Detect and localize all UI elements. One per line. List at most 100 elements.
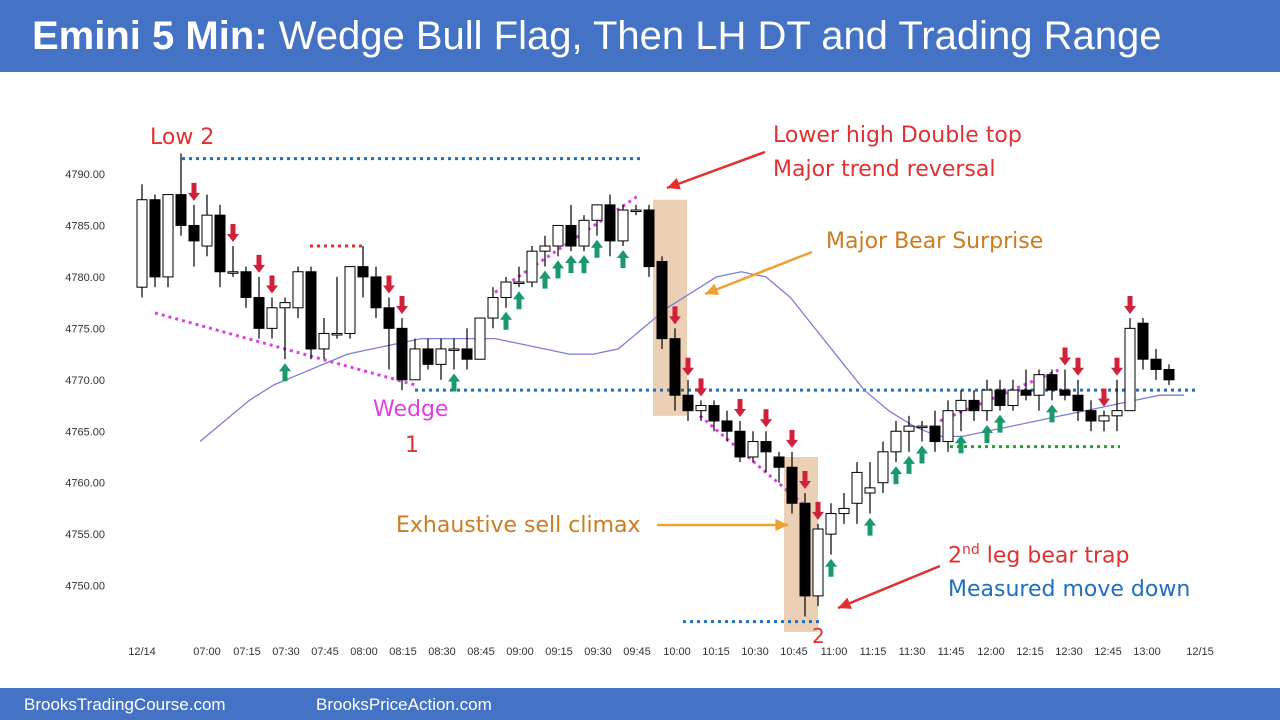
bull-arrow <box>513 291 525 310</box>
bear-candle <box>1072 394 1084 412</box>
bull-candle <box>1007 389 1019 407</box>
x-tick-label: 07:45 <box>311 646 339 658</box>
bull-arrow <box>890 466 902 485</box>
y-tick-label: 4780.00 <box>65 272 105 284</box>
bull-candle <box>526 250 538 283</box>
bear-candle <box>669 338 681 396</box>
bull-candle <box>331 332 343 336</box>
lower-high-pointer <box>666 150 766 190</box>
bull-candle <box>513 281 525 285</box>
x-tick-label: 08:30 <box>428 646 456 658</box>
bear-candle <box>682 394 694 412</box>
bear-candle <box>240 271 252 298</box>
bull-candle <box>578 219 590 247</box>
x-tick-label: 08:45 <box>467 646 495 658</box>
x-tick-label: 11:45 <box>938 646 965 658</box>
bull-candle <box>448 348 460 351</box>
y-tick-label: 4770.00 <box>65 375 105 387</box>
x-tick-label: 11:00 <box>821 646 848 658</box>
bear-arrow <box>266 275 278 294</box>
x-tick-label: 08:00 <box>350 646 378 658</box>
x-tick-label: 10:30 <box>741 646 769 658</box>
bear-arrow <box>695 378 707 397</box>
bull-candle <box>591 204 603 221</box>
bear-candle <box>422 348 434 365</box>
bear-candle <box>396 327 408 381</box>
bear-surprise-pointer-head <box>705 283 719 296</box>
x-tick-label: 08:15 <box>389 646 417 658</box>
bull-candle <box>903 425 915 432</box>
bull-candle <box>916 425 928 429</box>
bear-trap-pointer-head <box>838 597 852 609</box>
bear-candle <box>968 399 980 412</box>
bear-candle <box>461 348 473 360</box>
bull-arrow <box>825 558 837 577</box>
bear-candle <box>1150 358 1162 371</box>
bear-arrow <box>799 470 811 489</box>
bull-candle <box>487 296 499 319</box>
bear-candle <box>760 441 772 453</box>
sell-climax-pointer-head <box>775 518 788 532</box>
lower-high-pointer-head <box>667 177 681 190</box>
bull-arrow <box>1046 404 1058 423</box>
bull-candle <box>1033 374 1045 396</box>
x-tick-label: 11:15 <box>860 646 887 658</box>
bear-candle <box>721 420 733 432</box>
bear-arrow <box>786 429 798 448</box>
footer-left-link[interactable]: BrooksTradingCourse.com <box>24 695 226 714</box>
bull-candle <box>474 317 486 360</box>
y-tick-label: 4785.00 <box>65 220 105 232</box>
bull-arrow <box>565 255 577 274</box>
bull-arrow <box>552 260 564 279</box>
bear-arrow <box>682 357 694 376</box>
bull-arrow <box>539 270 551 289</box>
bull-candle <box>162 194 174 278</box>
x-tick-label: 12/15 <box>1186 646 1214 658</box>
bull-arrow <box>903 455 915 474</box>
footer-right-link[interactable]: BrooksPriceAction.com <box>316 695 492 714</box>
x-tick-label: 10:00 <box>663 646 691 658</box>
bear-trap-label: 2nd leg bear trap <box>948 542 1130 570</box>
bear-trap-pointer <box>837 564 941 610</box>
bear-arrow <box>669 306 681 325</box>
bull-arrow <box>279 363 291 382</box>
bear-trap-sup: nd <box>962 542 980 558</box>
bull-arrow <box>916 445 928 464</box>
bear-candle <box>565 224 577 247</box>
y-tick-label: 4755.00 <box>65 529 105 541</box>
y-tick-label: 4775.00 <box>65 323 105 335</box>
lower-high-label-1: Lower high Double top <box>773 123 1022 148</box>
footer-bar: BrooksTradingCourse.com BrooksPriceActio… <box>0 688 1280 720</box>
bull-candle <box>695 405 707 412</box>
bull-candle <box>539 245 551 252</box>
bear-candle <box>1085 410 1097 422</box>
x-tick-label: 10:45 <box>780 646 808 658</box>
x-tick-label: 07:15 <box>233 646 261 658</box>
bear-arrow <box>253 254 265 273</box>
measured-move-label: Measured move down <box>948 577 1191 602</box>
sell-channel-trendline <box>699 414 809 510</box>
bull-candle <box>942 410 954 443</box>
bear-candle <box>175 194 187 226</box>
bear-arrow <box>227 224 239 243</box>
bear-candle <box>370 276 382 309</box>
x-tick-label: 07:00 <box>193 646 221 658</box>
bull-arrow <box>448 373 460 392</box>
bull-candle <box>617 209 629 242</box>
x-tick-label: 09:15 <box>545 646 573 658</box>
bull-arrow <box>617 250 629 269</box>
bull-candle <box>838 507 850 515</box>
bear-arrow <box>396 296 408 315</box>
bull-candle <box>981 389 993 412</box>
x-tick-label: 07:30 <box>272 646 300 658</box>
bull-candle <box>435 348 447 365</box>
bear-arrow <box>1124 296 1136 315</box>
bull-arrow <box>578 255 590 274</box>
bear-candle <box>357 266 369 278</box>
x-tick-label: 10:15 <box>702 646 730 658</box>
bear-candle <box>188 224 200 242</box>
x-tick-label: 09:00 <box>506 646 534 658</box>
bull-candle <box>812 528 824 597</box>
title-bar: Emini 5 Min: Wedge Bull Flag, Then LH DT… <box>0 0 1280 72</box>
leg2-number-label: 2 <box>812 624 825 648</box>
